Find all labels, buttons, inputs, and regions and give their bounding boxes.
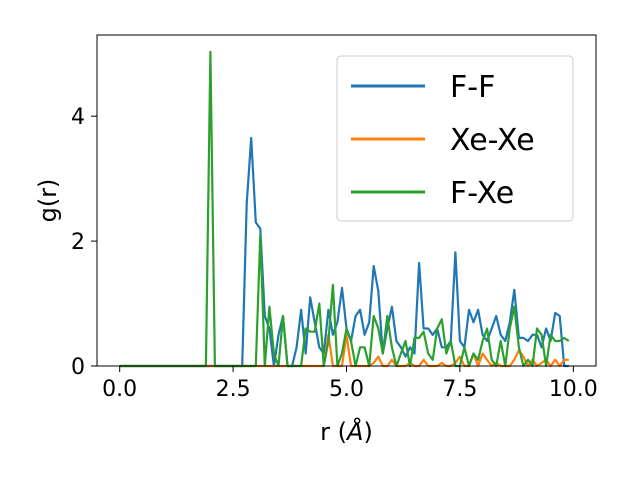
- x-axis-label-unit: Å: [345, 417, 363, 446]
- legend-label-f-xe: F-Xe: [450, 176, 514, 211]
- x-axis: 0.0 2.5 5.0 7.5 10.0: [102, 366, 598, 402]
- x-tick-label: 5.0: [329, 377, 364, 402]
- y-tick-label: 4: [71, 105, 85, 130]
- x-tick-label: 2.5: [216, 377, 251, 402]
- x-axis-label-close: ): [363, 418, 372, 446]
- x-tick-label: 10.0: [549, 377, 598, 402]
- legend-label-xe-xe: Xe-Xe: [450, 123, 535, 158]
- legend-label-f-f: F-F: [450, 70, 495, 105]
- y-axis-label: g(r): [34, 179, 62, 223]
- legend-box: [336, 55, 574, 222]
- x-axis-label: r (Å): [320, 417, 373, 446]
- y-axis: 0 2 4: [71, 105, 97, 380]
- legend: F-F Xe-Xe F-Xe: [336, 55, 574, 222]
- series-line-f-f: [119, 136, 569, 368]
- x-axis-label-text: r (: [320, 418, 347, 446]
- y-tick-label: 2: [71, 230, 85, 255]
- y-tick-label: 0: [71, 355, 85, 380]
- x-tick-label: 0.0: [102, 377, 137, 402]
- x-tick-label: 7.5: [442, 377, 477, 402]
